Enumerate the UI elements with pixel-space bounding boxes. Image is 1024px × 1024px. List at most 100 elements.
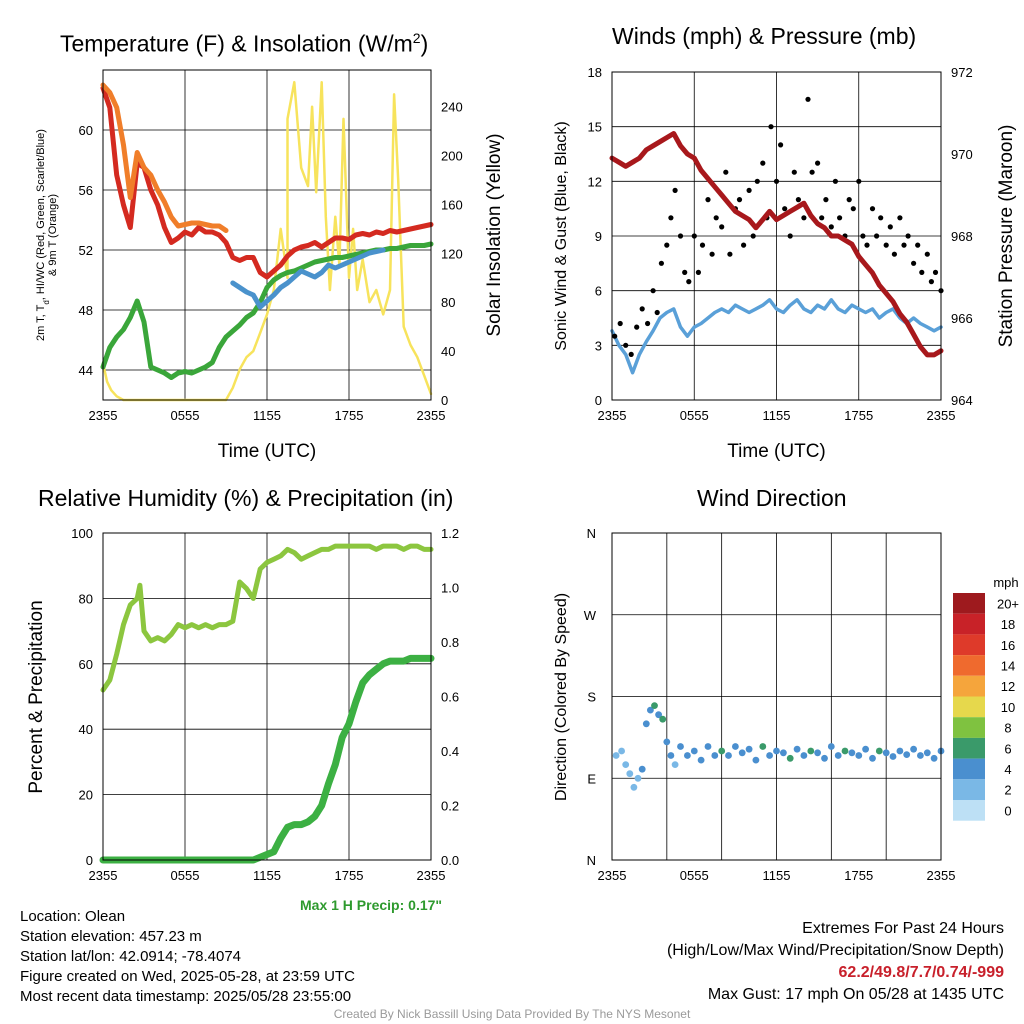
winds-y2-tick-label: 964 [951, 393, 973, 408]
gust-point [768, 124, 774, 130]
humidity-y-tick-label: 80 [79, 591, 93, 606]
speed-legend-swatch [953, 717, 985, 738]
winds-y-tick-label: 3 [595, 338, 602, 353]
humidity-y-tick-label: 60 [79, 657, 93, 672]
gust-point [778, 142, 784, 148]
direction-point [773, 747, 780, 755]
humidity-x-tick-label: 1155 [253, 868, 281, 883]
gust-point [911, 260, 917, 266]
direction-point [814, 749, 821, 757]
temperature-y2-tick-label: 160 [441, 197, 463, 212]
direction-y-tick-label: W [584, 608, 597, 623]
speed-legend-label: 12 [1001, 679, 1015, 694]
gust-point [846, 197, 852, 203]
gust-point [650, 288, 656, 294]
temperature-y-axis-label: 2m T, Td, HI/WC (Red, Green, Scarlet/Blu… [35, 129, 51, 341]
station-info: Location: Olean Station elevation: 457.2… [20, 907, 355, 1007]
gust-point [741, 242, 747, 248]
winds-y-tick-label: 9 [595, 229, 602, 244]
gust-point [623, 342, 629, 348]
temperature-frame [102, 69, 432, 401]
elevation-text: Station elevation: 457.23 m [20, 928, 202, 945]
winds-y-tick-label: 15 [588, 120, 602, 135]
winds-y2-tick-label: 968 [951, 229, 973, 244]
direction-x-tick-label: 2355 [927, 868, 956, 883]
winds-x-tick-label: 1155 [763, 408, 791, 423]
winds-x-axis-label: Time (UTC) [727, 441, 826, 462]
gust-point [869, 206, 876, 212]
winds-panel: 2355 0555 1155 1755 235503691215189649669689… [553, 65, 1017, 462]
direction-point [841, 747, 849, 755]
direction-point [910, 745, 917, 753]
direction-point [690, 747, 698, 755]
temperature-x-tick-label: 0555 [171, 408, 200, 423]
direction-point [642, 720, 650, 728]
direction-point [663, 738, 671, 746]
gust-point [883, 242, 889, 248]
gust-point [887, 224, 893, 230]
direction-point [766, 752, 773, 759]
speed-legend-label: 20+ [997, 596, 1019, 611]
gust-point [719, 224, 725, 230]
winds-y-tick-label: 12 [588, 174, 602, 189]
speed-legend-swatch [953, 613, 985, 635]
direction-point [667, 752, 675, 759]
temperature-title: Temperature (F) & Insolation (W/m2) [60, 30, 429, 57]
gust-point [823, 197, 829, 203]
speed-legend-label: 16 [1001, 638, 1015, 653]
direction-point [896, 747, 904, 755]
gust-point [736, 197, 743, 203]
direction-point [821, 754, 828, 762]
direction-point [622, 761, 630, 768]
gust-point [874, 233, 880, 239]
speed-legend-swatch [953, 634, 985, 656]
gust-point [828, 224, 834, 230]
temperature-y2-tick-label: 40 [441, 344, 455, 359]
direction-point [684, 752, 691, 759]
gust-point [677, 233, 684, 239]
gust-point [928, 279, 935, 285]
speed-legend-label: 6 [1004, 741, 1011, 756]
gust-point [801, 215, 807, 221]
speed-legend-label: 2 [1004, 783, 1011, 798]
humidity-x-tick-label: 0555 [171, 868, 200, 883]
direction-title: Wind Direction [697, 485, 847, 511]
gust-point [915, 242, 921, 248]
humidity-x-tick-label: 2355 [417, 868, 446, 883]
direction-y-tick-label: E [587, 771, 596, 786]
gust-point [723, 169, 729, 175]
gust-point [891, 251, 898, 257]
gust-point [837, 215, 843, 221]
gust-point [695, 269, 702, 275]
direction-point [930, 754, 938, 762]
direction-point [917, 752, 924, 759]
winds-y-axis-label: Sonic Wind & Gust (Blue, Black) [553, 121, 570, 350]
direction-point [855, 752, 863, 759]
gust-point [901, 242, 907, 248]
temperature-y2-tick-label: 240 [441, 100, 463, 115]
gust-point [639, 306, 645, 312]
speed-legend-swatch [953, 800, 985, 821]
gust-point [658, 260, 665, 266]
direction-point [725, 752, 732, 759]
winds-x-tick-label: 1755 [844, 408, 873, 423]
winds-x-tick-label: 2355 [598, 408, 627, 423]
gust-point [686, 279, 692, 285]
direction-point [647, 706, 654, 714]
direction-point [697, 756, 705, 764]
gust-point [746, 187, 752, 193]
direction-point [638, 765, 646, 773]
gust-point [856, 178, 862, 184]
direction-point [875, 747, 883, 755]
direction-point [738, 749, 746, 757]
speed-legend-label: 18 [1001, 617, 1015, 632]
speed-legend-swatch [953, 737, 985, 759]
credit-text: Created By Nick Bassill Using Data Provi… [333, 1007, 691, 1021]
temperature-y2-tick-label: 120 [441, 246, 463, 261]
temperature-x-tick-label: 2355 [417, 408, 446, 423]
gust-point [612, 333, 618, 339]
max-gust-text: Max Gust: 17 mph On 05/28 at 1435 UTC [707, 986, 1004, 1003]
winds-y2-tick-label: 966 [951, 311, 973, 326]
direction-point [882, 749, 890, 757]
winds-title: Winds (mph) & Pressure (mb) [612, 23, 917, 49]
